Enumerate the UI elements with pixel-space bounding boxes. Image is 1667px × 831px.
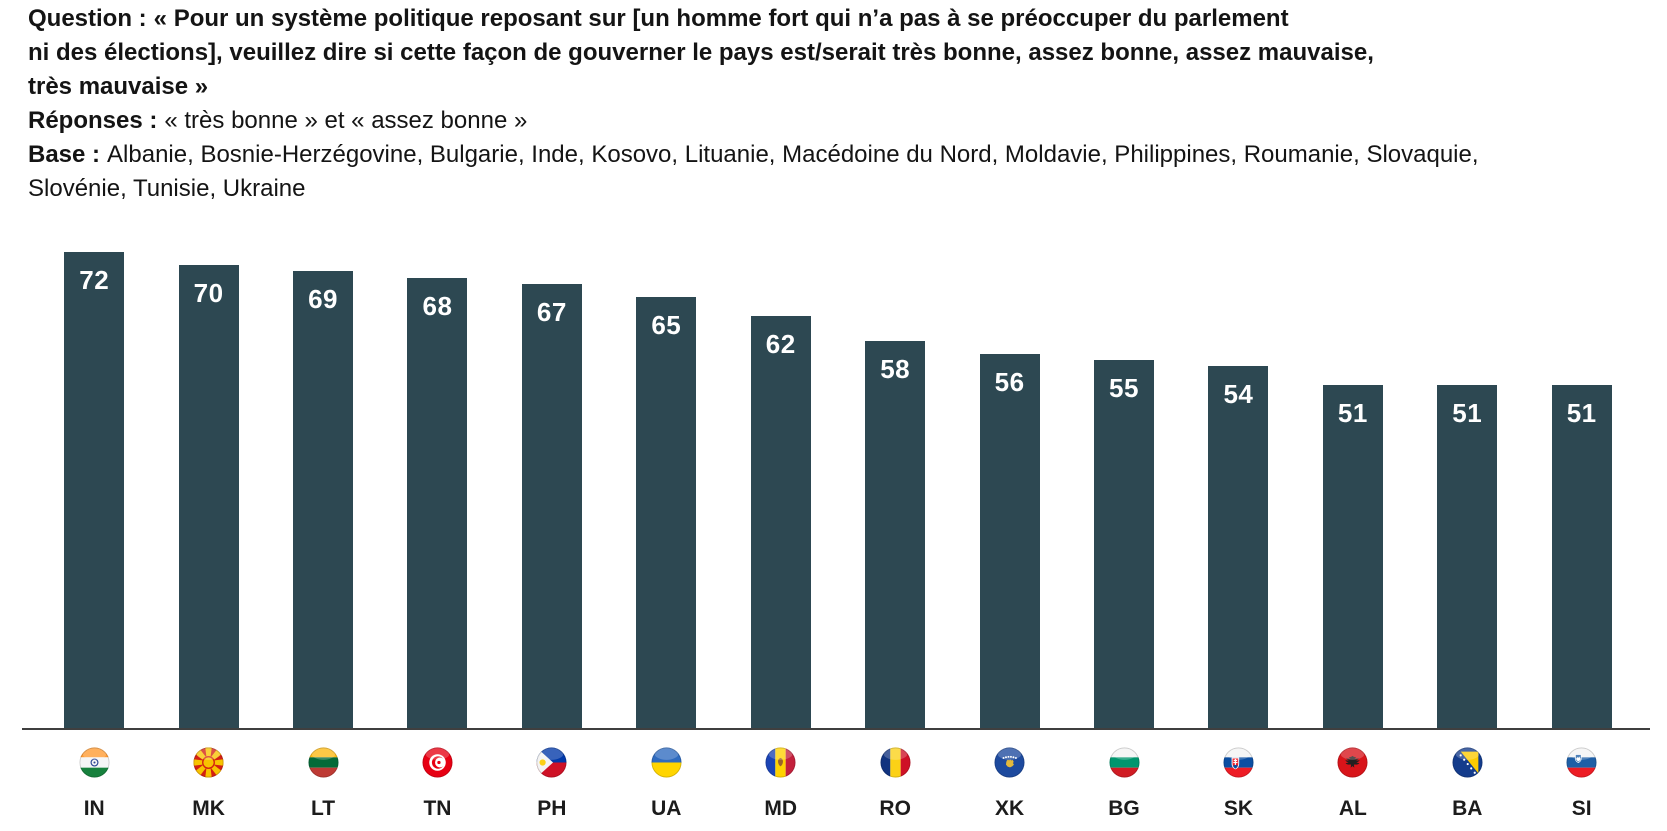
flags-row — [37, 746, 1639, 778]
bar-column-ua: 65 — [609, 228, 723, 728]
flag-india-icon — [79, 747, 110, 778]
flag-ukraine-icon — [651, 747, 682, 778]
bar-xk: 56 — [979, 354, 1040, 728]
country-code-tn: TN — [423, 797, 452, 820]
bar-column-si: 51 — [1524, 228, 1638, 728]
bar-column-sk: 54 — [1181, 228, 1295, 728]
bar-ro: 58 — [865, 341, 926, 728]
flag-slovakia-icon — [1223, 747, 1254, 778]
bar-column-ro: 58 — [838, 228, 952, 728]
bar-value-label: 72 — [79, 265, 110, 295]
country-code-mk: MK — [192, 797, 225, 820]
bar-column-in: 72 — [37, 228, 151, 728]
flag-lithuania-icon — [308, 747, 339, 778]
bar-value-label: 62 — [765, 329, 796, 359]
bar-ua: 65 — [636, 297, 697, 728]
flag-cell-ua — [609, 746, 723, 778]
question-line: Question : « Pour un système politique re… — [28, 2, 1428, 104]
bar-mk: 70 — [178, 265, 239, 728]
x-axis-line — [22, 728, 1650, 730]
bar-value-label: 54 — [1223, 379, 1254, 409]
bar-al: 51 — [1322, 385, 1383, 728]
flag-cell-al — [1296, 746, 1410, 778]
header: Question : « Pour un système politique re… — [0, 0, 1667, 206]
flag-bulgaria-icon — [1109, 747, 1140, 778]
country-code-ba: BA — [1452, 797, 1483, 820]
responses-text: « très bonne » et « assez bonne » — [164, 107, 528, 134]
country-code-sk: SK — [1223, 797, 1254, 820]
bar-ph: 67 — [521, 284, 582, 728]
bar-column-tn: 68 — [380, 228, 494, 728]
bar-value-label: 67 — [536, 297, 567, 327]
bar-value-label: 51 — [1337, 398, 1368, 428]
country-code-lt: LT — [311, 797, 336, 820]
bar-bg: 55 — [1094, 360, 1154, 728]
bar-column-lt: 69 — [266, 228, 380, 728]
flag-cell-ro — [838, 746, 952, 778]
bars-row: 72 70 69 68 67 65 62 58 56 55 54 51 51 51 — [37, 228, 1639, 728]
country-code-ph: PH — [537, 797, 567, 820]
bar-in: 72 — [64, 252, 125, 728]
bar-column-ba: 51 — [1410, 228, 1524, 728]
bar-value-label: 55 — [1109, 373, 1139, 403]
bar-value-label: 68 — [422, 291, 453, 321]
question-label: Question : — [28, 5, 147, 32]
country-code-ua: UA — [651, 797, 682, 820]
flag-cell-bg — [1067, 746, 1181, 778]
country-code-md: MD — [764, 797, 798, 820]
base-line: Base : Albanie, Bosnie-Herzégovine, Bulga… — [28, 138, 1598, 206]
bar-column-al: 51 — [1296, 228, 1410, 728]
flag-cell-lt — [266, 746, 380, 778]
flag-cell-mk — [151, 746, 265, 778]
flag-kosovo-icon — [994, 747, 1025, 778]
flag-cell-xk — [952, 746, 1066, 778]
bar-column-md: 62 — [724, 228, 838, 728]
country-code-in: IN — [83, 797, 105, 820]
flag-cell-tn — [380, 746, 494, 778]
flag-philippines-icon — [536, 747, 567, 778]
bar-sk: 54 — [1208, 366, 1269, 728]
bar-value-label: 51 — [1566, 398, 1597, 428]
bar-value-label: 70 — [193, 278, 224, 308]
flag-cell-ph — [495, 746, 609, 778]
flag-cell-sk — [1181, 746, 1295, 778]
bar-column-xk: 56 — [952, 228, 1066, 728]
bar-md: 62 — [750, 316, 811, 728]
bar-lt: 69 — [293, 271, 354, 728]
flag-cell-ba — [1410, 746, 1524, 778]
country-code-xk: XK — [994, 797, 1025, 820]
country-codes-row: IN MK LT TN PH UA MD RO XK BG SK AL BA SI — [37, 794, 1639, 824]
country-code-bg: BG — [1108, 797, 1140, 820]
flag-north-macedonia-icon — [193, 747, 224, 778]
bar-si: 51 — [1551, 385, 1612, 728]
flag-cell-in — [37, 746, 151, 778]
responses-line: Réponses : « très bonne » et « assez bonn… — [28, 104, 1598, 138]
bar-value-label: 65 — [651, 310, 682, 340]
flag-tunisia-icon — [422, 747, 453, 778]
base-label: Base : — [28, 141, 101, 168]
bar-column-ph: 67 — [495, 228, 609, 728]
flag-romania-icon — [880, 747, 911, 778]
bar-column-mk: 70 — [151, 228, 265, 728]
bar-tn: 68 — [407, 278, 468, 728]
flag-albania-icon — [1337, 747, 1368, 778]
country-code-si: SI — [1571, 797, 1592, 820]
country-code-al: AL — [1338, 797, 1367, 820]
flag-bosnia-herzegovina-icon — [1452, 747, 1483, 778]
base-text: Albanie, Bosnie-Herzégovine, Bulgarie, I… — [28, 141, 1479, 202]
flag-cell-si — [1524, 746, 1638, 778]
flag-moldova-icon — [765, 747, 796, 778]
bar-column-bg: 55 — [1067, 228, 1181, 728]
bar-value-label: 56 — [994, 367, 1025, 397]
flag-cell-md — [724, 746, 838, 778]
bar-value-label: 69 — [308, 284, 338, 314]
flag-slovenia-icon — [1566, 747, 1597, 778]
responses-label: Réponses : — [28, 107, 158, 134]
bar-value-label: 58 — [880, 354, 911, 384]
bar-value-label: 51 — [1452, 398, 1483, 428]
question-text: « Pour un système politique reposant sur… — [28, 5, 1374, 100]
bar-ba: 51 — [1437, 385, 1498, 728]
country-code-ro: RO — [879, 797, 911, 820]
